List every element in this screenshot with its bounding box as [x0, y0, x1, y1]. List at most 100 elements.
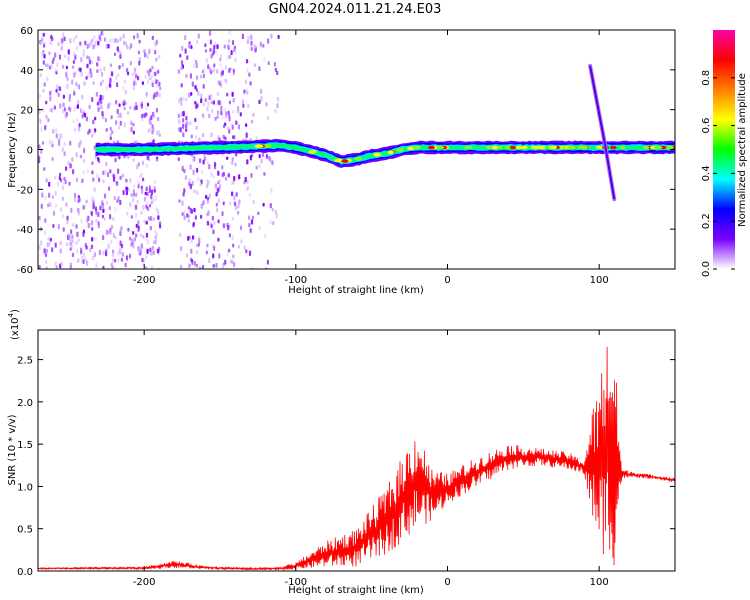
noise-speckle: [88, 43, 91, 49]
noise-speckle: [210, 224, 213, 229]
noise-speckle: [39, 94, 42, 99]
noise-speckle: [198, 266, 201, 269]
noise-speckle: [237, 210, 240, 215]
noise-speckle: [227, 55, 230, 60]
noise-speckle: [67, 49, 70, 55]
colorbar-tick-label: 0.2: [701, 213, 712, 229]
noise-speckle: [221, 70, 224, 75]
noise-speckle: [239, 225, 243, 231]
noise-speckle: [264, 233, 267, 239]
noise-speckle: [54, 190, 57, 196]
noise-speckle: [117, 73, 120, 77]
noise-speckle: [81, 178, 84, 183]
noise-speckle: [218, 179, 221, 183]
noise-speckle: [131, 72, 134, 77]
noise-speckle: [113, 258, 117, 263]
noise-speckle: [101, 95, 104, 100]
noise-speckle: [71, 65, 75, 70]
band-hotspot: [491, 145, 498, 150]
noise-speckle: [79, 41, 82, 46]
noise-speckle: [94, 206, 98, 212]
noise-speckle: [246, 180, 249, 184]
noise-speckle: [245, 132, 248, 138]
noise-speckle: [198, 238, 201, 244]
noise-speckle: [77, 238, 80, 243]
noise-speckle: [144, 191, 147, 196]
noise-speckle: [187, 122, 190, 126]
noise-speckle: [110, 71, 114, 77]
noise-speckle: [200, 214, 203, 219]
noise-speckle: [79, 108, 83, 113]
noise-speckle: [202, 73, 206, 79]
noise-speckle: [146, 191, 149, 197]
noise-speckle: [247, 36, 250, 42]
noise-speckle: [151, 245, 155, 251]
noise-speckle: [155, 207, 158, 212]
noise-speckle: [133, 35, 136, 40]
noise-speckle: [158, 54, 161, 59]
noise-speckle: [155, 91, 158, 98]
noise-speckle: [152, 217, 155, 222]
noise-speckle: [184, 176, 187, 181]
noise-speckle: [154, 77, 157, 83]
noise-speckle: [209, 39, 212, 45]
noise-speckle: [189, 121, 192, 125]
noise-speckle: [124, 89, 127, 95]
noise-speckle: [189, 183, 192, 190]
noise-speckle: [40, 127, 43, 133]
noise-speckle: [151, 65, 154, 70]
noise-speckle: [250, 267, 253, 269]
noise-speckle: [230, 259, 233, 264]
noise-speckle: [229, 66, 233, 71]
noise-speckle: [157, 267, 160, 269]
spectrogram-y-tick-label: 60: [20, 26, 33, 37]
noise-speckle: [274, 109, 277, 114]
noise-speckle: [96, 101, 99, 106]
noise-speckle: [42, 88, 45, 93]
noise-speckle: [48, 192, 51, 199]
noise-speckle: [221, 211, 224, 217]
noise-speckle: [190, 248, 193, 254]
noise-speckle: [228, 128, 231, 134]
noise-speckle: [265, 102, 268, 107]
band-hotspot: [428, 145, 435, 150]
snr-y-tick-label: 2.0: [17, 398, 33, 409]
noise-speckle: [109, 169, 112, 174]
noise-speckle: [129, 236, 132, 241]
noise-speckle: [81, 94, 84, 100]
noise-speckle: [200, 74, 203, 79]
band-hotspot: [341, 159, 349, 163]
noise-speckle: [233, 195, 236, 201]
noise-speckle: [90, 210, 93, 216]
spectrogram-x-tick-label: 0: [444, 275, 450, 286]
noise-speckle: [250, 40, 253, 46]
noise-speckle: [64, 112, 67, 119]
noise-speckle: [129, 202, 132, 207]
noise-speckle: [53, 105, 56, 110]
noise-speckle: [194, 215, 197, 220]
noise-speckle: [98, 34, 101, 40]
noise-speckle: [202, 114, 205, 120]
snr-y-multiplier-exponent: 4: [7, 312, 15, 317]
noise-speckle: [42, 107, 45, 113]
noise-speckle: [139, 249, 142, 254]
noise-speckle: [182, 118, 185, 123]
noise-speckle: [157, 130, 160, 136]
noise-speckle: [54, 68, 57, 73]
noise-speckle: [71, 234, 74, 239]
noise-speckle: [266, 259, 269, 265]
noise-speckle: [267, 155, 271, 161]
noise-speckle: [65, 71, 68, 77]
noise-speckle: [136, 33, 139, 39]
noise-speckle: [47, 236, 50, 241]
noise-speckle: [61, 108, 65, 114]
noise-speckle: [146, 206, 149, 212]
noise-speckle: [248, 192, 251, 197]
noise-speckle: [90, 72, 93, 78]
noise-speckle: [39, 119, 42, 124]
spectrogram-y-tick-label: -40: [17, 225, 33, 236]
noise-speckle: [151, 250, 154, 256]
noise-speckle: [190, 45, 193, 50]
noise-speckle: [45, 266, 48, 269]
noise-speckle: [181, 165, 184, 172]
